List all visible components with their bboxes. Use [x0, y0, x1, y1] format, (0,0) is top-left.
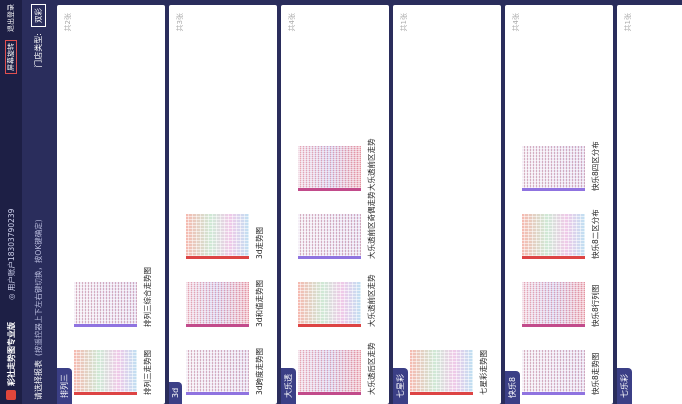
card-tag: 3d: [169, 381, 182, 404]
chart-thumbnail: [74, 282, 137, 327]
chart-item[interactable]: 3d走势图: [186, 191, 265, 259]
chart-item[interactable]: 大乐透前区奇偶走势: [298, 191, 377, 259]
chart-item[interactable]: 排列三综合走势图: [74, 259, 153, 327]
chart-caption: 快乐8二区分布: [591, 209, 600, 259]
chart-thumbnail: [298, 350, 361, 395]
chart-list: 快乐8走势图 快乐8行列图 快乐8二区分布 快乐8四区分布: [522, 123, 601, 395]
chart-thumbnail: [74, 350, 137, 395]
store-type-label: 门店类型:: [33, 33, 43, 68]
chart-list: 七星彩走势图: [410, 327, 489, 395]
chart-item[interactable]: 3d和值走势图: [186, 259, 265, 327]
card-count: 共4张: [512, 13, 520, 32]
card-count: 共1张: [624, 13, 632, 32]
chart-thumbnail: [298, 146, 361, 191]
lottery-card: 七乐彩 共1张: [617, 5, 682, 404]
lottery-card: 七星彩 共1张七星彩走势图: [393, 5, 501, 404]
chart-caption: 排列三综合走势图: [143, 267, 152, 327]
account: ◎ 用户账户18303790239: [6, 208, 16, 300]
toolbar: 请选择报表 (按遥控器上下左右键切换，按OK键确定) 门店类型: 双彩: [22, 0, 54, 404]
lottery-card: 快乐8 共4张快乐8走势图 快乐8行列图 快乐8二区分布 快乐8四区分布: [505, 5, 613, 404]
chart-item[interactable]: 快乐8行列图: [522, 259, 601, 327]
chart-thumbnail: [522, 146, 585, 191]
chart-thumbnail: [298, 282, 361, 327]
hint: (按遥控器上下左右键切换，按OK键确定): [33, 219, 43, 356]
card-count: 共4张: [288, 13, 296, 32]
card-tag: 排列三: [57, 368, 72, 404]
chart-item[interactable]: 快乐8四区分布: [522, 123, 601, 191]
chart-caption: 七星彩走势图: [479, 350, 488, 395]
chart-caption: 快乐8行列图: [591, 284, 600, 327]
chart-caption: 大乐透后区走势: [367, 342, 376, 396]
chart-item[interactable]: 大乐透前区走势: [298, 123, 377, 191]
chart-caption: 3d走势图: [255, 226, 264, 259]
card-count: 共2张: [64, 13, 72, 32]
chart-caption: 大乐透前区走势: [367, 274, 376, 328]
lottery-card: 排列三 共2张排列三走势图 排列三综合走势图: [57, 5, 165, 404]
chart-caption: 3d跨度走势图: [255, 347, 264, 395]
chart-thumbnail: [186, 214, 249, 259]
chart-caption: 排列三走势图: [143, 350, 152, 395]
chart-thumbnail: [186, 282, 249, 327]
chart-item[interactable]: 3d跨度走势图: [186, 327, 265, 395]
chart-thumbnail: [522, 214, 585, 259]
chart-list: 3d跨度走势图 3d和值走势图 3d走势图: [186, 191, 265, 395]
chart-thumbnail: [298, 214, 361, 259]
card-count: 共3张: [176, 13, 184, 32]
card-list: 排列三 共2张 排列三走势图 排列三综合走势图 3d 共3张 3d跨度走势图 3d和值走势图 3…: [54, 0, 682, 404]
chart-caption: 大乐透前区奇偶走势: [367, 191, 376, 260]
card-tag: 大乐透: [281, 368, 296, 404]
card-count: 共1张: [400, 13, 408, 32]
chart-item[interactable]: 排列三走势图: [74, 327, 153, 395]
logout-button[interactable]: 退出登录: [7, 4, 15, 32]
chart-item[interactable]: 七星彩走势图: [410, 327, 489, 395]
chart-caption: 3d和值走势图: [255, 279, 264, 327]
chart-caption: 快乐8四区分布: [591, 141, 600, 191]
logo: [6, 390, 16, 400]
chart-thumbnail: [410, 350, 473, 395]
lottery-card: 3d 共3张 3d跨度走势图 3d和值走势图 3d走势图: [169, 5, 277, 404]
card-tag: 七星彩: [393, 368, 408, 404]
prompt: 请选择报表: [33, 360, 43, 400]
card-tag: 七乐彩: [617, 368, 632, 404]
rotate-button[interactable]: 屏幕旋转: [5, 40, 17, 74]
app-title: 彩社走势图专业版: [6, 322, 16, 386]
chart-caption: 快乐8走势图: [591, 352, 600, 395]
chart-item[interactable]: 快乐8二区分布: [522, 191, 601, 259]
store-type-button[interactable]: 双彩: [30, 4, 46, 27]
chart-list: 大乐透后区走势 大乐透前区走势 大乐透前区奇偶走势 大乐透前区走势: [298, 123, 377, 395]
chart-thumbnail: [522, 350, 585, 395]
chart-item[interactable]: 快乐8走势图: [522, 327, 601, 395]
chart-item[interactable]: 大乐透前区走势: [298, 259, 377, 327]
chart-list: 排列三走势图 排列三综合走势图: [74, 259, 153, 395]
lottery-card: 大乐透 共4张 大乐透后区走势 大乐透前区走势 大乐透前区奇偶走势 大乐透前区走势: [281, 5, 389, 404]
header: 彩社走势图专业版 ◎ 用户账户18303790239 屏幕旋转 退出登录: [0, 0, 22, 404]
card-tag: 快乐8: [505, 370, 520, 404]
chart-item[interactable]: 大乐透后区走势: [298, 327, 377, 395]
chart-caption: 大乐透前区走势: [367, 138, 376, 192]
chart-thumbnail: [522, 282, 585, 327]
chart-thumbnail: [186, 350, 249, 395]
